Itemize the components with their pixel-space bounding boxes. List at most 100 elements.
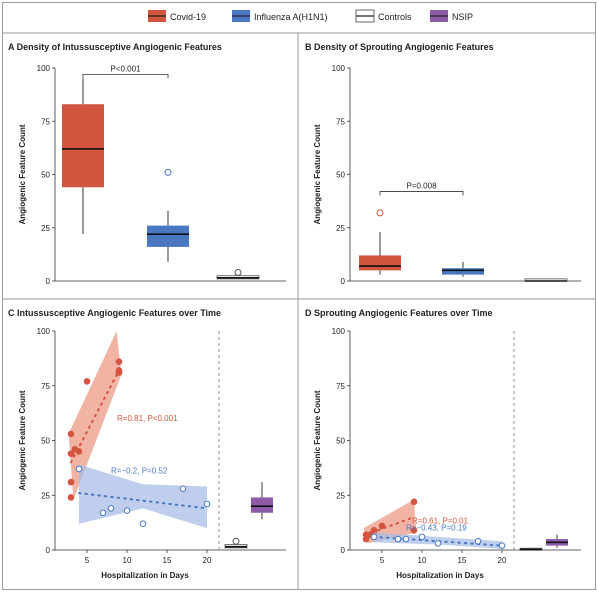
- data-point: [203, 500, 211, 508]
- y-tick-label: 100: [37, 64, 51, 73]
- panel-B: B Density of Sprouting Angiogenic Featur…: [305, 42, 581, 286]
- box-covid: [359, 209, 401, 275]
- data-point: [402, 535, 410, 543]
- correlation-label: R=0.81, P<0.001: [117, 414, 178, 423]
- box-outlier: [376, 209, 384, 217]
- significance-label: P<0.001: [110, 64, 141, 73]
- panel-C: C Intussusceptive Angiogenic Features ov…: [8, 308, 286, 580]
- y-tick-label: 50: [336, 437, 345, 446]
- legend-label: Covid-19: [170, 12, 206, 22]
- data-point: [75, 465, 83, 473]
- data-point: [107, 505, 115, 512]
- data-point: [139, 520, 147, 528]
- y-tick-label: 100: [37, 327, 51, 336]
- box-outlier: [164, 168, 172, 176]
- data-point: [75, 448, 83, 455]
- data-point: [474, 537, 482, 545]
- significance-label: P=0.008: [406, 182, 437, 191]
- y-tick-label: 0: [341, 277, 346, 286]
- box-nsip: [251, 482, 273, 520]
- box-iqr: [147, 225, 189, 247]
- y-axis-label: Angiogenic Feature Count: [313, 124, 322, 224]
- data-point: [67, 494, 75, 501]
- y-tick-label: 75: [41, 382, 50, 391]
- y-tick-label: 25: [336, 491, 345, 500]
- legend-label: Influenza A(H1N1): [254, 12, 328, 22]
- x-tick-label: 20: [203, 556, 212, 565]
- panel-title-text: Density of Sprouting Angiogenic Features: [314, 42, 494, 52]
- box-controls: [216, 268, 260, 280]
- y-tick-label: 75: [336, 117, 345, 126]
- series-influenza: R=−0.2, P=0.52: [75, 464, 211, 529]
- box-controls: [524, 278, 568, 282]
- y-axis-label: Angiogenic Feature Count: [18, 390, 27, 490]
- panel-letter: A: [8, 42, 17, 52]
- box-outlier: [234, 268, 242, 276]
- x-tick-label: 15: [458, 556, 467, 565]
- data-point: [394, 535, 402, 543]
- correlation-label: R=−0.43, P=0.19: [406, 523, 467, 532]
- y-tick-label: 25: [41, 491, 50, 500]
- x-tick-label: 10: [418, 556, 427, 565]
- y-tick-label: 25: [336, 224, 345, 233]
- box-influenza: [147, 168, 189, 262]
- x-tick-label: 5: [380, 556, 385, 565]
- y-tick-label: 100: [332, 64, 346, 73]
- box-controls: [519, 547, 543, 551]
- data-point: [123, 507, 131, 514]
- correlation-label: R=0.61, P=0.01: [412, 517, 469, 526]
- data-point: [115, 358, 123, 365]
- data-point: [179, 485, 187, 492]
- data-point: [418, 533, 426, 541]
- y-tick-label: 100: [332, 327, 346, 336]
- box-iqr: [442, 268, 484, 275]
- panel-D: D Sprouting Angiogenic Features over Tim…: [305, 308, 581, 580]
- y-axis-label: Angiogenic Feature Count: [313, 390, 322, 490]
- y-tick-label: 75: [41, 117, 50, 126]
- panel-title: B Density of Sprouting Angiogenic Featur…: [305, 42, 494, 52]
- data-point: [370, 533, 378, 541]
- box-iqr: [359, 255, 401, 271]
- panel-title: A Density of Intussusceptive Angiogenic …: [8, 42, 222, 52]
- data-point: [99, 509, 107, 517]
- panel-letter: C: [8, 308, 17, 318]
- panel-title-text: Intussusceptive Angiogenic Features over…: [17, 308, 221, 318]
- box-iqr: [251, 497, 273, 513]
- data-point: [498, 542, 506, 549]
- y-tick-label: 50: [336, 171, 345, 180]
- x-tick-label: 10: [123, 556, 132, 565]
- box-controls: [224, 537, 248, 549]
- y-tick-label: 25: [41, 224, 50, 233]
- series-influenza: R=−0.43, P=0.19: [370, 523, 506, 549]
- y-tick-label: 0: [46, 546, 51, 555]
- legend: Covid-19 Influenza A(H1N1) Controls NSIP: [148, 9, 473, 23]
- confidence-band: [79, 464, 207, 529]
- data-point: [410, 526, 418, 534]
- significance-bracket: [82, 73, 169, 79]
- data-point: [67, 478, 75, 486]
- x-axis-label: Hospitalization in Days: [101, 571, 189, 580]
- y-axis-label: Angiogenic Feature Count: [18, 124, 27, 224]
- data-point: [434, 540, 442, 547]
- significance-bracket: [379, 191, 464, 196]
- y-tick-label: 0: [341, 546, 346, 555]
- panel-title-text: Sprouting Angiogenic Features over Time: [314, 308, 493, 318]
- legend-label: NSIP: [452, 12, 473, 22]
- series-covid: R=0.81, P<0.001: [67, 331, 178, 501]
- box-iqr: [62, 104, 104, 188]
- y-tick-label: 50: [41, 171, 50, 180]
- y-tick-label: 75: [336, 382, 345, 391]
- box-nsip: [546, 534, 568, 548]
- box-outlier: [232, 537, 240, 545]
- series-covid: R=0.61, P=0.01: [362, 498, 469, 544]
- regression-line: [70, 369, 120, 464]
- box-covid: [62, 78, 104, 235]
- y-tick-label: 50: [41, 437, 50, 446]
- x-axis-label: Hospitalization in Days: [396, 571, 484, 580]
- correlation-label: R=−0.2, P=0.52: [111, 466, 168, 475]
- panel-letter: D: [305, 308, 314, 318]
- data-point: [67, 430, 75, 438]
- panel-letter: B: [305, 42, 314, 52]
